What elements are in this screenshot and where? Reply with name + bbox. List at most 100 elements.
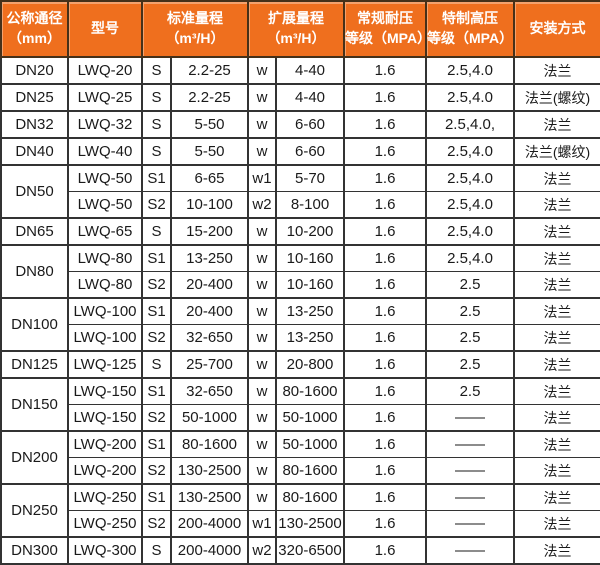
standard-range-cell: 130-2500 xyxy=(170,457,249,485)
model-cell: LWQ-100 xyxy=(67,324,143,352)
extended-range-code-cell: w xyxy=(247,324,277,352)
diameter-cell: DN300 xyxy=(0,536,69,565)
standard-range-code-cell: S xyxy=(141,83,172,112)
table-row: DN32 LWQ-32 S 5-50 w 6-60 1.6 2.5,4.0, 法兰 xyxy=(0,110,600,139)
standard-range-cell: 32-650 xyxy=(170,324,249,352)
installation-cell: 法兰 xyxy=(513,457,600,485)
model-cell: LWQ-200 xyxy=(67,457,143,485)
extended-range-cell: 10-160 xyxy=(275,244,345,272)
table-row: DN250 LWQ-250 S1 130-2500 w 80-1600 1.6 —— 法兰 xyxy=(0,483,600,538)
diameter-cell: DN125 xyxy=(0,350,69,379)
extended-range-code-cell: w xyxy=(247,404,277,432)
standard-range-cell: 15-200 xyxy=(170,217,249,246)
extended-range-cell: 80-1600 xyxy=(275,457,345,485)
diameter-cell: DN250 xyxy=(0,483,69,538)
extended-range-code-cell: w1 xyxy=(247,510,277,538)
high-pressure-cell: —— xyxy=(425,510,515,538)
model-cell: LWQ-150 xyxy=(67,404,143,432)
diameter-cell: DN150 xyxy=(0,377,69,432)
high-pressure-cell: 2.5 xyxy=(425,377,515,405)
standard-range-cell: 10-100 xyxy=(170,191,249,219)
extended-range-cell: 4-40 xyxy=(275,56,345,85)
table-row: LWQ-100 S2 32-650 w 13-250 1.6 2.5 法兰 xyxy=(1,324,600,352)
table-row: DN40 LWQ-40 S 5-50 w 6-60 1.6 2.5,4.0 法兰(螺纹) xyxy=(0,137,600,166)
header-extended-range-line2: （m³/H） xyxy=(266,30,326,46)
diameter-cell: DN80 xyxy=(0,244,69,299)
header-normal-pressure-line2: 等级（MPA） xyxy=(345,30,432,46)
high-pressure-cell: 2.5,4.0 xyxy=(425,217,515,246)
normal-pressure-cell: 1.6 xyxy=(343,297,427,325)
high-pressure-cell: 2.5 xyxy=(425,324,515,352)
standard-range-code-cell: S xyxy=(141,56,172,85)
model-cell: LWQ-200 xyxy=(67,430,143,458)
high-pressure-cell: 2.5,4.0 xyxy=(425,164,515,192)
standard-range-cell: 32-650 xyxy=(170,377,249,405)
table-row: DN80 LWQ-80 S1 13-250 w 10-160 1.6 2.5,4.0 法兰 xyxy=(0,244,600,299)
extended-range-code-cell: w xyxy=(247,297,277,325)
extended-range-cell: 8-100 xyxy=(275,191,345,219)
installation-cell: 法兰(螺纹) xyxy=(513,83,600,112)
extended-range-cell: 20-800 xyxy=(275,350,345,379)
installation-cell: 法兰 xyxy=(513,430,600,458)
high-pressure-cell: 2.5,4.0 xyxy=(425,244,515,272)
header-diameter: 公称通径 （mm） xyxy=(0,0,69,58)
installation-cell: 法兰 xyxy=(513,297,600,325)
standard-range-code-cell: S xyxy=(141,137,172,166)
installation-cell: 法兰 xyxy=(513,404,600,432)
standard-range-code-cell: S1 xyxy=(141,164,172,192)
extended-range-cell: 5-70 xyxy=(275,164,345,192)
table-row: DN125 LWQ-125 S 25-700 w 20-800 1.6 2.5 法兰 xyxy=(0,350,600,379)
standard-range-code-cell: S1 xyxy=(141,297,172,325)
standard-range-code-cell: S1 xyxy=(141,244,172,272)
installation-cell: 法兰 xyxy=(513,191,600,219)
model-cell: LWQ-250 xyxy=(67,483,143,511)
standard-range-code-cell: S1 xyxy=(141,483,172,511)
extended-range-code-cell: w xyxy=(247,56,277,85)
diameter-cell: DN32 xyxy=(0,110,69,139)
extended-range-code-cell: w xyxy=(247,350,277,379)
table-row: DN200 LWQ-200 S1 80-1600 w 50-1000 1.6 —— 法兰 xyxy=(0,430,600,485)
header-diameter-line1: 公称通径 xyxy=(6,10,63,27)
high-pressure-cell: 2.5,4.0 xyxy=(425,137,515,166)
header-normal-pressure-line1: 常规耐压 xyxy=(357,10,413,27)
header-high-pressure-line1: 特制高压 xyxy=(442,10,498,27)
table-row: DN50 LWQ-50 S1 6-65 w1 5-70 1.6 2.5,4.0 法兰 xyxy=(0,164,600,219)
high-pressure-cell: 2.5 xyxy=(425,350,515,379)
extended-range-cell: 130-2500 xyxy=(275,510,345,538)
standard-range-cell: 5-50 xyxy=(170,137,249,166)
normal-pressure-cell: 1.6 xyxy=(343,404,427,432)
header-high-pressure: 特制高压 等级（MPA） xyxy=(425,0,515,58)
installation-cell: 法兰 xyxy=(513,110,600,139)
table-row: DN300 LWQ-300 S 200-4000 w2 320-6500 1.6 —— 法兰 xyxy=(0,536,600,565)
installation-cell: 法兰 xyxy=(513,510,600,538)
standard-range-cell: 20-400 xyxy=(170,271,249,299)
header-high-pressure-line2: 等级（MPA） xyxy=(427,30,514,46)
diameter-cell: DN40 xyxy=(0,137,69,166)
high-pressure-cell: 2.5,4.0 xyxy=(425,56,515,85)
extended-range-code-cell: w2 xyxy=(247,191,277,219)
high-pressure-cell: 2.5 xyxy=(425,271,515,299)
normal-pressure-cell: 1.6 xyxy=(343,56,427,85)
standard-range-cell: 5-50 xyxy=(170,110,249,139)
extended-range-cell: 50-1000 xyxy=(275,430,345,458)
installation-cell: 法兰 xyxy=(513,536,600,565)
standard-range-code-cell: S1 xyxy=(141,377,172,405)
extended-range-cell: 80-1600 xyxy=(275,377,345,405)
diameter-cell: DN65 xyxy=(0,217,69,246)
standard-range-code-cell: S xyxy=(141,350,172,379)
high-pressure-cell: —— xyxy=(425,536,515,565)
model-cell: LWQ-100 xyxy=(67,297,143,325)
extended-range-code-cell: w xyxy=(247,377,277,405)
extended-range-code-cell: w xyxy=(247,271,277,299)
standard-range-cell: 13-250 xyxy=(170,244,249,272)
installation-cell: 法兰 xyxy=(513,483,600,511)
header-extended-range-line1: 扩展量程 xyxy=(268,10,324,27)
standard-range-code-cell: S xyxy=(141,217,172,246)
normal-pressure-cell: 1.6 xyxy=(343,83,427,112)
normal-pressure-cell: 1.6 xyxy=(343,536,427,565)
normal-pressure-cell: 1.6 xyxy=(343,164,427,192)
installation-cell: 法兰 xyxy=(513,377,600,405)
model-cell: LWQ-250 xyxy=(67,510,143,538)
header-extended-range: 扩展量程 （m³/H） xyxy=(247,0,345,58)
extended-range-code-cell: w xyxy=(247,483,277,511)
